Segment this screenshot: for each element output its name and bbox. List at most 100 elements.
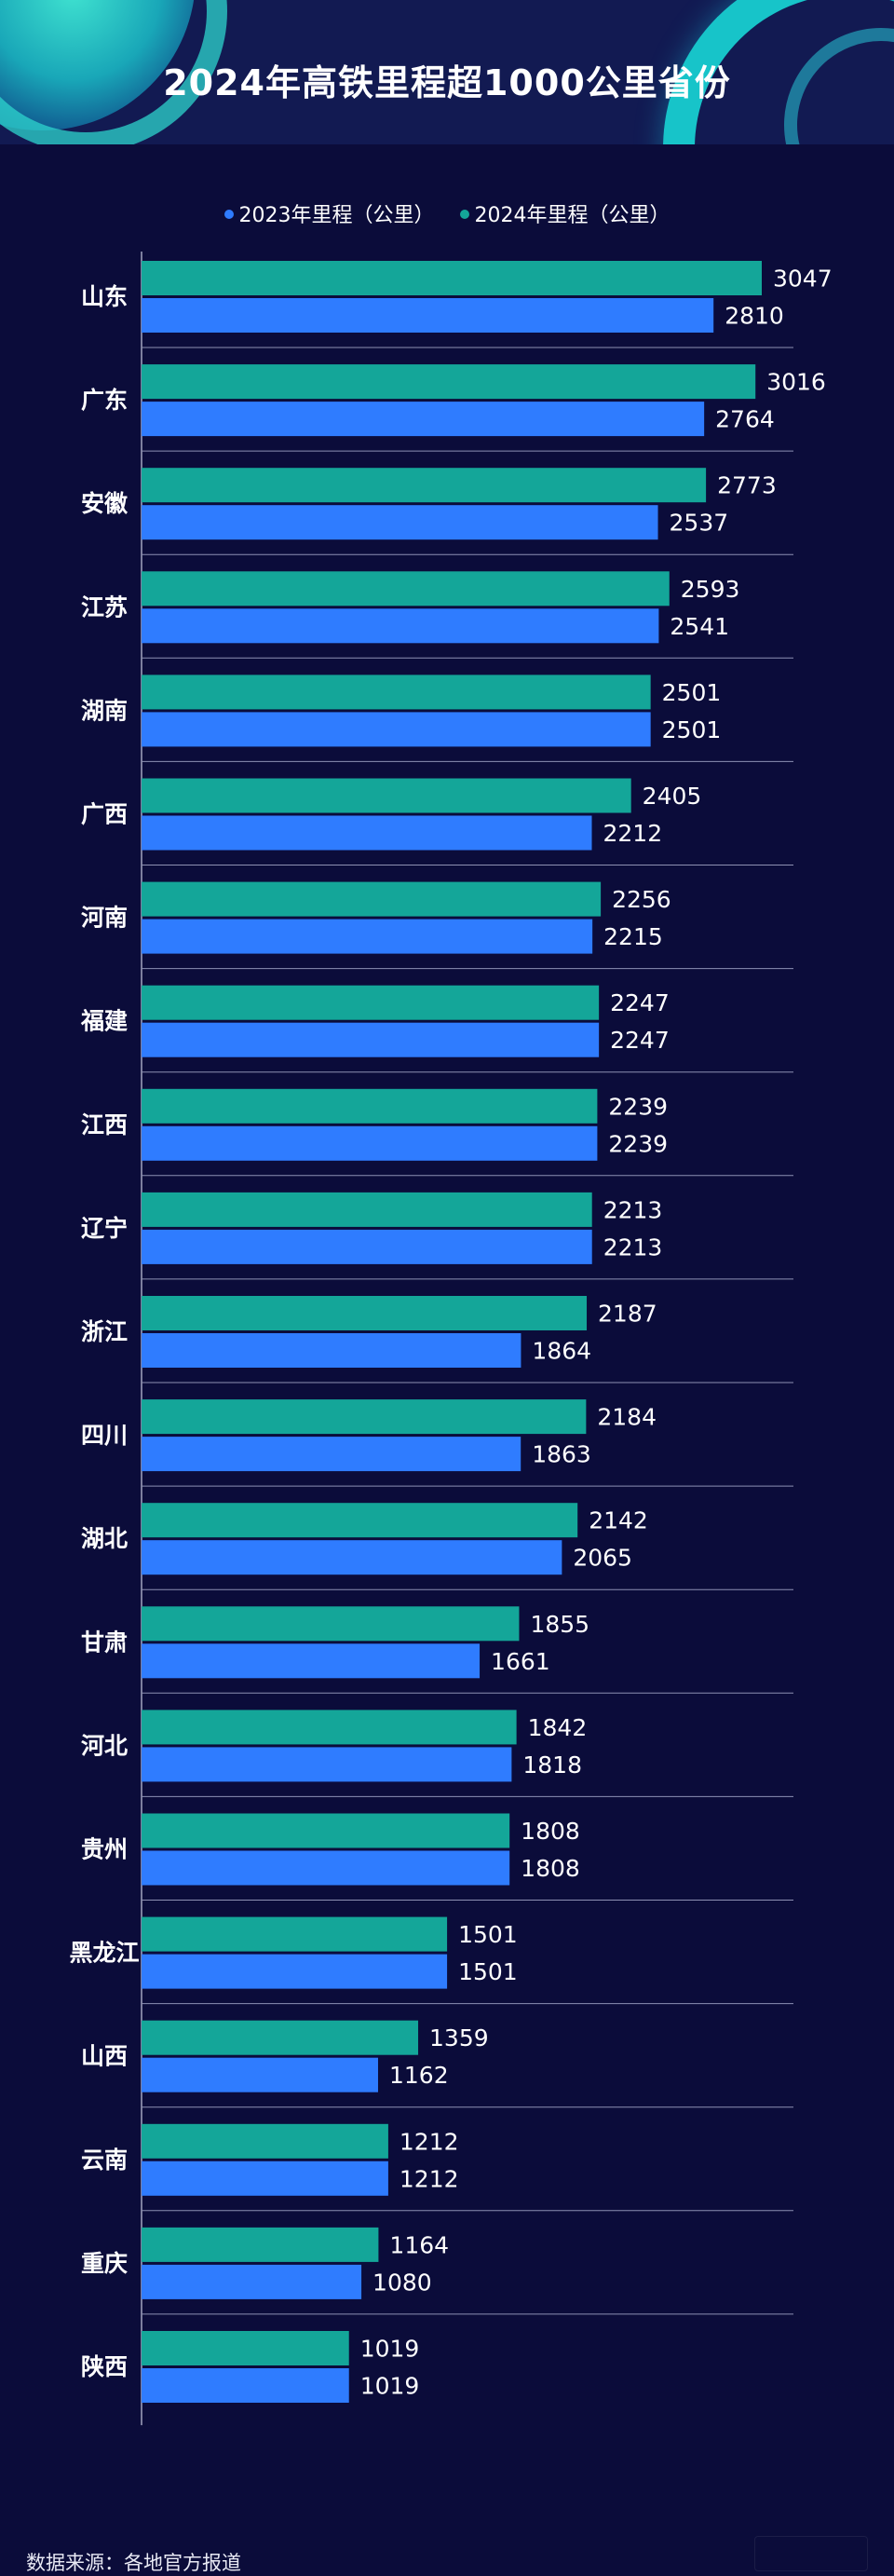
value-label-2024-row-6: 2256 [612, 886, 671, 913]
bar-2023-row-17 [142, 2057, 378, 2092]
bar-2023-row-8 [142, 1125, 598, 1161]
bar-2023-row-1 [142, 402, 705, 437]
bar-2024-row-15 [142, 1813, 510, 1848]
value-label-2023-row-18: 1212 [400, 2165, 459, 2192]
value-label-2023-row-4: 2501 [662, 716, 722, 743]
bar-2023-row-10 [142, 1333, 522, 1368]
value-label-2024-row-16: 1501 [458, 1921, 518, 1948]
value-label-2024-row-14: 1842 [528, 1714, 588, 1741]
value-label-2024-row-7: 2247 [610, 989, 670, 1016]
category-label-row-7: 福建 [80, 1008, 128, 1035]
bar-2024-row-8 [142, 1088, 598, 1124]
bar-2024-row-0 [142, 261, 762, 295]
bar-2024-row-14 [142, 1710, 517, 1745]
category-label-row-4: 湖南 [81, 697, 128, 724]
legend-label-2024: 2024年里程（公里） [474, 204, 670, 227]
bar-2023-row-6 [142, 919, 593, 954]
value-label-2024-row-18: 1212 [400, 2128, 459, 2155]
category-label-row-13: 甘肃 [81, 1629, 128, 1656]
category-label-row-16: 黑龙江 [69, 1940, 139, 1967]
value-label-2024-row-4: 2501 [662, 679, 722, 706]
value-label-2024-row-9: 2213 [603, 1196, 663, 1223]
bar-2024-row-7 [142, 985, 600, 1020]
value-label-2024-row-8: 2239 [608, 1093, 668, 1120]
legend-dot-2024 [459, 210, 469, 219]
bar-2024-row-3 [142, 571, 670, 607]
bar-2023-row-2 [142, 505, 658, 540]
chart-title: 2024年高铁里程超1000公里省份 [163, 62, 731, 103]
category-label-row-11: 四川 [81, 1422, 128, 1449]
value-label-2024-row-20: 1019 [360, 2336, 420, 2363]
value-label-2023-row-10: 1864 [532, 1338, 591, 1365]
category-label-row-10: 浙江 [81, 1318, 128, 1345]
legend-label-2023: 2023年里程（公里） [238, 204, 435, 227]
value-label-2023-row-7: 2247 [610, 1027, 670, 1054]
category-label-row-9: 辽宁 [81, 1215, 128, 1242]
category-label-row-2: 安徽 [81, 490, 129, 517]
bar-2024-row-20 [142, 2331, 349, 2365]
value-label-2024-row-10: 2187 [598, 1301, 657, 1328]
bar-2023-row-5 [142, 815, 592, 851]
bar-2023-row-4 [142, 712, 651, 747]
bar-2023-row-16 [142, 1954, 448, 1989]
value-label-2023-row-20: 1019 [360, 2373, 420, 2400]
category-label-row-3: 江苏 [81, 593, 128, 620]
legend-item-2024: 2024年里程（公里） [459, 198, 670, 228]
category-label-row-17: 山西 [81, 2043, 128, 2070]
value-label-2024-row-19: 1164 [389, 2231, 449, 2258]
category-label-row-14: 河北 [81, 1732, 128, 1759]
bar-2024-row-10 [142, 1296, 588, 1330]
source-note: 数据来源：各地官方报道 [26, 2552, 241, 2574]
bar-2023-row-7 [142, 1022, 600, 1057]
category-label-row-19: 重庆 [81, 2250, 128, 2277]
bar-2024-row-6 [142, 881, 602, 917]
value-label-2024-row-13: 1855 [530, 1611, 589, 1638]
legend: 2023年里程（公里） 2024年里程（公里） [0, 198, 894, 228]
category-label-row-6: 河南 [81, 905, 128, 932]
bar-chart: 山东 3047 2810 广东 3016 2764 安徽 2773 2537 江苏 2593 2541… [69, 252, 833, 2426]
value-label-2023-row-17: 1162 [389, 2062, 449, 2089]
category-label-row-18: 云南 [81, 2147, 128, 2174]
bar-2024-row-4 [142, 675, 651, 710]
value-label-2023-row-12: 2065 [573, 1545, 632, 1572]
value-label-2023-row-3: 2541 [670, 613, 729, 640]
bar-2023-row-20 [142, 2368, 349, 2403]
value-label-2023-row-15: 1808 [521, 1855, 580, 1882]
bar-2023-row-18 [142, 2160, 388, 2196]
value-label-2024-row-17: 1359 [429, 2024, 489, 2051]
bar-2024-row-16 [142, 1916, 448, 1952]
value-label-2023-row-19: 1080 [372, 2269, 432, 2296]
value-label-2024-row-5: 2405 [643, 783, 702, 810]
value-label-2023-row-14: 1818 [522, 1751, 582, 1779]
bar-2023-row-19 [142, 2264, 362, 2299]
bar-2024-row-18 [142, 2123, 388, 2159]
value-label-2024-row-15: 1808 [521, 1818, 580, 1845]
value-label-2023-row-13: 1661 [491, 1648, 550, 1675]
category-label-row-1: 广东 [81, 387, 128, 414]
category-label-row-20: 陕西 [81, 2353, 128, 2380]
category-label-row-12: 湖北 [81, 1525, 128, 1552]
bar-2024-row-12 [142, 1503, 578, 1538]
value-label-2023-row-2: 2537 [670, 510, 729, 537]
bar-2024-row-2 [142, 468, 707, 503]
bar-2023-row-11 [142, 1437, 522, 1472]
value-label-2024-row-12: 2142 [589, 1507, 648, 1534]
value-label-2024-row-2: 2773 [717, 472, 777, 499]
category-label-row-15: 贵州 [81, 1836, 128, 1863]
bar-2024-row-17 [142, 2020, 419, 2055]
value-label-2023-row-9: 2213 [603, 1233, 663, 1261]
category-label-row-8: 江西 [81, 1111, 128, 1138]
bar-2023-row-14 [142, 1747, 512, 1782]
value-label-2023-row-11: 1863 [532, 1441, 591, 1468]
watermark [754, 2536, 868, 2571]
bar-2024-row-1 [142, 364, 756, 400]
category-label-row-5: 广西 [81, 801, 128, 828]
bar-2024-row-11 [142, 1399, 587, 1435]
value-label-2023-row-8: 2239 [608, 1130, 668, 1157]
value-label-2023-row-16: 1501 [458, 1958, 518, 1985]
bar-2024-row-19 [142, 2227, 379, 2262]
legend-dot-2023 [224, 210, 234, 219]
bar-2023-row-13 [142, 1643, 481, 1679]
bar-2023-row-3 [142, 608, 659, 644]
value-label-2024-row-1: 3016 [766, 369, 826, 396]
